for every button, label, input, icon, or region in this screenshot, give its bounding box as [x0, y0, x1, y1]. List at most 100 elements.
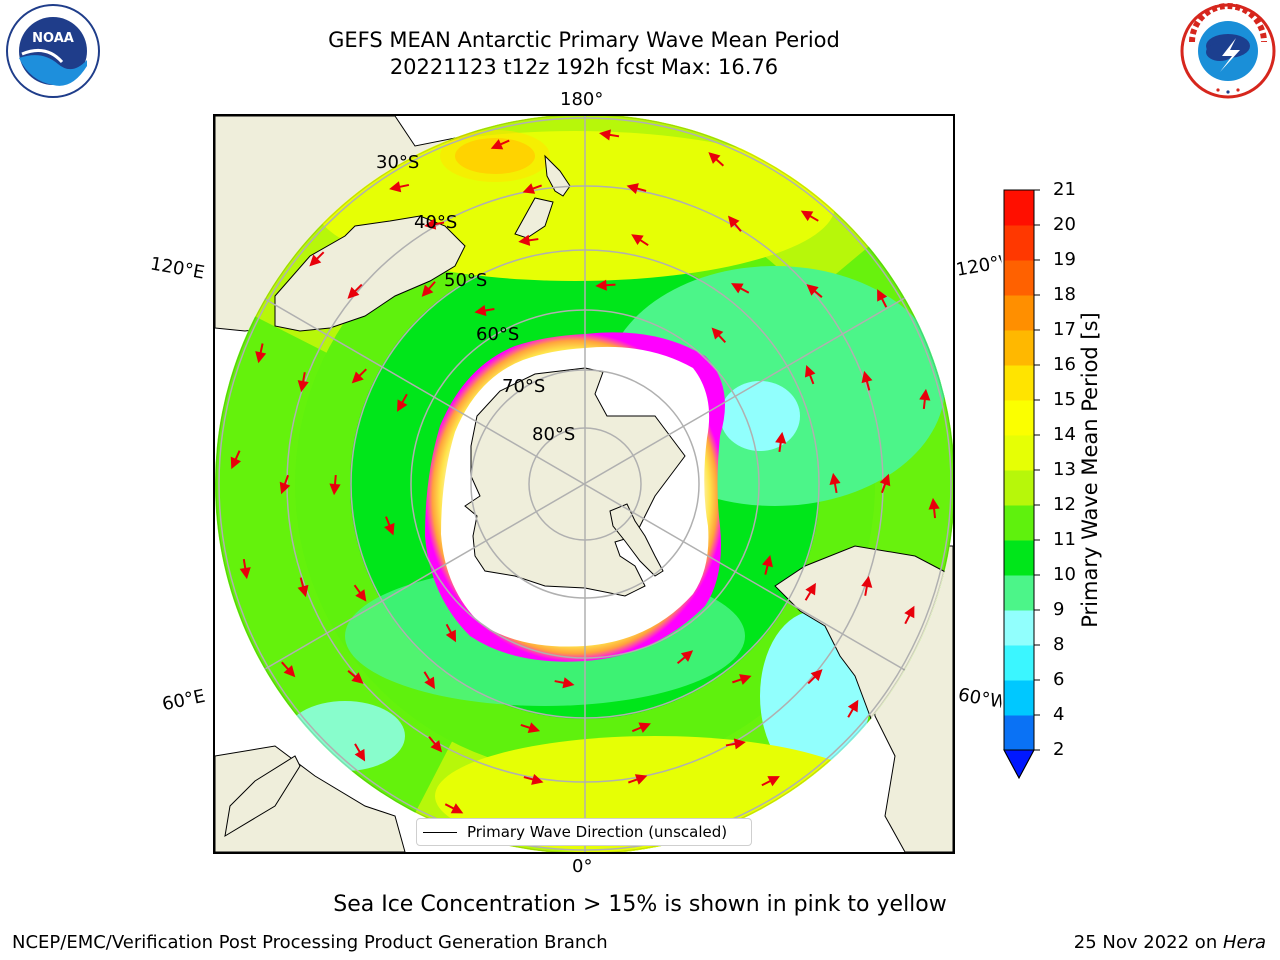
colorbar-segment — [1004, 330, 1034, 366]
map-legend: Primary Wave Direction (unscaled) — [416, 818, 752, 846]
colorbar-tick-label: 20 — [1053, 214, 1076, 235]
lat-label-60s: 60°S — [476, 324, 520, 345]
footer-date-text: 25 Nov 2022 on — [1073, 932, 1223, 953]
wave-arrow — [727, 215, 742, 232]
colorbar-tick-label: 18 — [1053, 284, 1076, 305]
wave-arrow — [444, 803, 464, 814]
colorbar-segment — [1004, 295, 1034, 331]
colorbar-tick-label: 11 — [1053, 529, 1076, 550]
wave-arrow — [761, 776, 780, 787]
colorbar-tick-label: 10 — [1053, 564, 1076, 585]
colorbar-tick-label: 8 — [1053, 634, 1065, 655]
wave-arrow — [239, 558, 251, 580]
wave-arrow — [732, 674, 752, 685]
wave-arrow — [829, 472, 841, 494]
wave-arrow — [800, 210, 819, 222]
noaa-logo: NOAA — [6, 4, 100, 98]
antarctic-peninsula — [609, 503, 664, 577]
colorbar-segment — [1004, 470, 1034, 506]
wave-arrow — [879, 473, 891, 494]
wave-arrow — [474, 304, 495, 317]
nws-logo — [1180, 3, 1276, 99]
wave-arrow — [928, 497, 940, 519]
lat-label-40s: 40°S — [414, 212, 458, 233]
wave-arrow — [490, 139, 510, 150]
wave-arrow — [347, 670, 364, 684]
colorbar-tick-label: 4 — [1053, 704, 1065, 725]
colorbar-segment — [1004, 225, 1034, 261]
colorbar-frame — [1003, 189, 1035, 780]
wave-arrow — [523, 773, 544, 785]
wave-arrow — [347, 283, 363, 299]
lon-label-120e: 120°E — [148, 253, 207, 284]
land-new-zealand-north — [544, 154, 571, 197]
colorbar-tick-label: 12 — [1053, 494, 1076, 515]
wave-arrow — [423, 671, 435, 690]
lat-label-70s: 70°S — [502, 376, 546, 397]
wave-arrow — [595, 279, 616, 291]
legend-line-sample — [423, 831, 457, 833]
wave-arrow — [445, 623, 457, 643]
meridians — [215, 116, 953, 852]
wave-arrow — [804, 582, 816, 601]
wave-arrow — [554, 677, 575, 689]
wave-arrow — [806, 284, 823, 298]
colorbar-tick-label: 15 — [1053, 389, 1076, 410]
wave-arrow — [424, 218, 445, 230]
map-panel — [213, 114, 955, 854]
noaa-logo-text: NOAA — [32, 31, 74, 46]
colorbar-segment — [1004, 435, 1034, 471]
wave-arrow — [397, 393, 408, 412]
wave-arrow — [775, 431, 787, 453]
wave-arrow — [353, 584, 367, 602]
wave-arrow — [708, 152, 725, 167]
wave-arrow — [847, 699, 859, 718]
colorbar-tick-label: 2 — [1053, 739, 1065, 760]
ocean-16s-glow — [440, 130, 550, 182]
wave-arrow — [711, 327, 727, 343]
sea-ice-note: Sea Ice Concentration > 15% is shown in … — [333, 892, 947, 917]
chart-title: GEFS MEAN Antarctic Primary Wave Mean Pe… — [328, 28, 840, 52]
wave-arrow — [626, 183, 647, 195]
wave-arrow — [861, 575, 873, 596]
wave-arrow — [919, 388, 931, 410]
colorbar — [1003, 189, 1040, 780]
land-africa-corner — [215, 745, 406, 852]
wave-arrow — [627, 774, 648, 785]
lon-label-60e: 60°E — [160, 685, 207, 716]
chart-subtitle: 20221123 t12z 192h fcst Max: 16.76 — [389, 55, 779, 79]
lon-label-0: 0° — [572, 856, 593, 877]
colorbar-segment — [1004, 680, 1034, 716]
wave-arrow — [904, 605, 915, 625]
wave-arrow — [807, 669, 823, 685]
wave-arrow — [421, 281, 436, 297]
lat-label-30s: 30°S — [376, 152, 420, 173]
wave-arrow — [518, 234, 539, 246]
wave-arrow — [861, 370, 873, 391]
wave-arrow — [428, 736, 443, 753]
legend-label: Primary Wave Direction (unscaled) — [467, 823, 728, 841]
colorbar-segment — [1004, 540, 1034, 576]
land-madagascar — [224, 755, 301, 837]
colorbar-tick-label: 17 — [1053, 319, 1076, 340]
polar-map — [215, 116, 953, 852]
wave-arrow — [329, 474, 341, 496]
wave-arrow — [725, 738, 746, 750]
land-australia — [274, 215, 466, 332]
colorbar-tick-label: 21 — [1053, 179, 1076, 200]
lon-label-120w: 120°W — [954, 252, 1004, 281]
colorbar-tick-label: 16 — [1053, 354, 1076, 375]
wave-arrow — [281, 661, 296, 678]
colorbar-segment — [1004, 260, 1034, 296]
colorbar-segment — [1004, 610, 1034, 646]
colorbar-title: Primary Wave Mean Period [s] — [1078, 312, 1102, 628]
lat-label-50s: 50°S — [444, 270, 488, 291]
wave-arrow — [230, 450, 242, 470]
lon-label-60w: 60°W — [956, 684, 1004, 713]
footer-host: Hera — [1222, 932, 1266, 953]
wave-arrow — [255, 343, 267, 364]
wave-arrow — [676, 650, 694, 665]
wave-arrow — [522, 183, 543, 194]
wave-arrow — [599, 129, 620, 141]
colorbar-segment — [1004, 715, 1034, 751]
